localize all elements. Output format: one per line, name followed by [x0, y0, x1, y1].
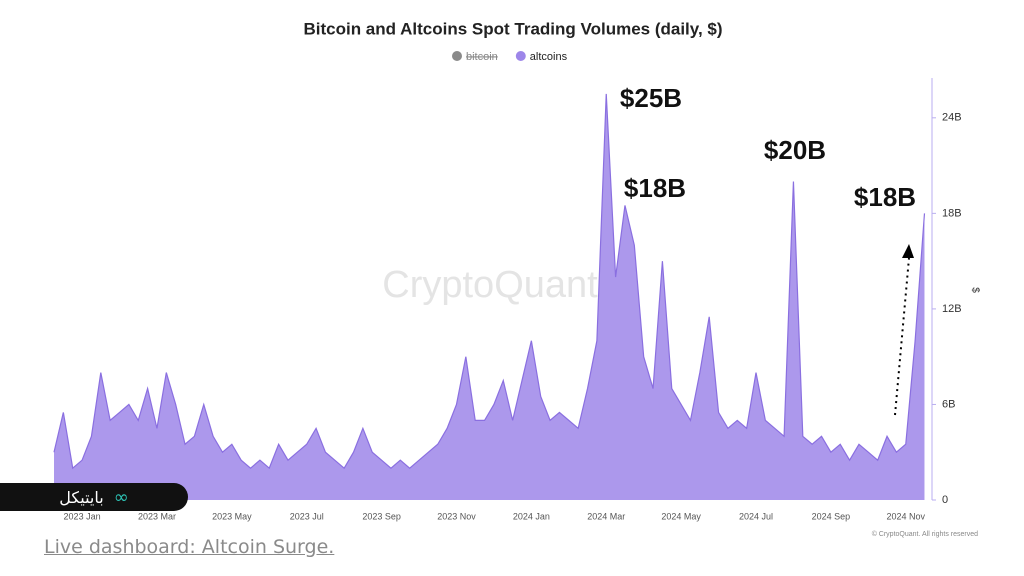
y-tick-label: 24B — [942, 112, 962, 124]
y-tick-label: 12B — [942, 303, 962, 315]
copyright: © CryptoQuant. All rights reserved — [872, 530, 978, 538]
x-tick-label: 2023 Nov — [437, 511, 476, 521]
x-tick-label: 2024 Jul — [739, 511, 773, 521]
logo: بایتیکل ∞ — [0, 483, 188, 511]
annotation: $18B — [854, 182, 916, 212]
x-tick-label: 2024 May — [661, 511, 701, 521]
chart-title: Bitcoin and Altcoins Spot Trading Volume… — [303, 19, 722, 38]
y-tick-label: 18B — [942, 207, 962, 219]
x-tick-label: 2023 Jul — [290, 511, 324, 521]
line — [53, 93, 926, 470]
logo-text: بایتیکل — [59, 487, 104, 507]
arrow-head — [902, 244, 914, 258]
x-tick-label: 2023 Sep — [362, 511, 401, 521]
x-tick-label: 2024 Sep — [812, 511, 851, 521]
x-tick-label: 2023 Jan — [64, 511, 101, 521]
y-axis-label: $ — [969, 287, 980, 293]
x-tick-label: 2024 Mar — [587, 511, 625, 521]
x-tick-label: 2024 Nov — [886, 511, 925, 521]
legend-marker — [515, 51, 526, 61]
annotation: $18B — [624, 173, 686, 203]
caption-link[interactable]: Live dashboard: Altcoin Surge. — [44, 536, 335, 558]
legend-label: bitcoin — [466, 51, 498, 63]
area — [54, 93, 925, 500]
watermark: CryptoQuant — [382, 264, 598, 306]
x-tick-label: 2023 Mar — [138, 511, 176, 521]
annotation: $20B — [764, 135, 826, 165]
y-tick-label: 0 — [942, 494, 948, 506]
annotation: $25B — [620, 83, 682, 113]
legend-label: altcoins — [530, 51, 568, 63]
y-tick-label: 6B — [942, 398, 955, 410]
x-tick-label: 2023 May — [212, 511, 252, 521]
arrow — [894, 257, 910, 416]
logo-icon: ∞ — [113, 486, 129, 508]
legend-marker — [452, 51, 462, 61]
x-tick-label: 2024 Jan — [513, 511, 550, 521]
